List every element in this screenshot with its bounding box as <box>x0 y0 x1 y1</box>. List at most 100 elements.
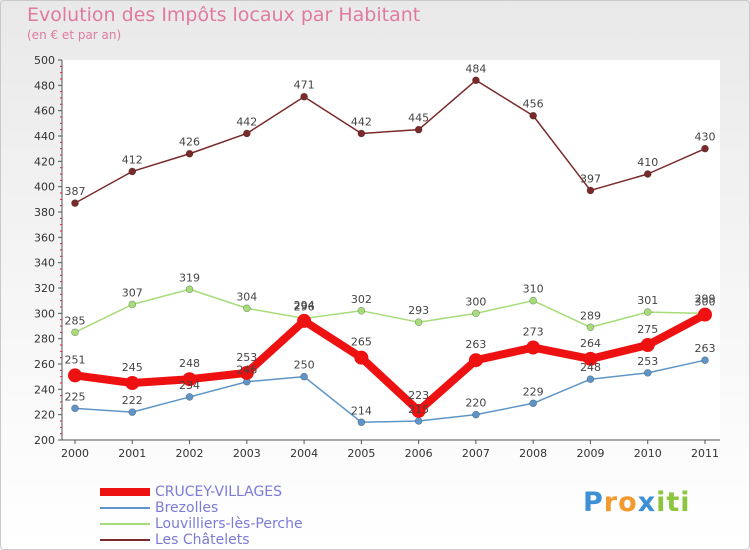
data-point-louvilliers-les-perche <box>128 300 137 309</box>
data-label-crucey-villages: 265 <box>351 336 372 349</box>
data-point-les-chatelets <box>701 144 709 153</box>
data-point-les-chatelets <box>71 199 79 207</box>
data-point-louvilliers-les-perche <box>243 304 251 313</box>
x-tick-label: 2004 <box>290 447 318 460</box>
data-point-louvilliers-les-perche <box>586 323 595 332</box>
x-tick-label: 2009 <box>576 447 604 460</box>
data-label-les-chatelets: 410 <box>637 156 658 169</box>
data-label-louvilliers-les-perche: 296 <box>294 300 315 313</box>
data-label-brezolles: 220 <box>465 397 486 410</box>
data-label-crucey-villages: 248 <box>179 357 200 370</box>
data-label-brezolles: 248 <box>580 361 601 374</box>
data-label-brezolles: 263 <box>695 342 716 355</box>
data-point-crucey-villages <box>182 372 197 387</box>
data-label-les-chatelets: 442 <box>351 115 372 128</box>
data-point-brezolles <box>185 393 194 401</box>
data-label-les-chatelets: 387 <box>65 185 86 198</box>
chart-series <box>68 76 712 427</box>
data-point-crucey-villages <box>297 313 312 328</box>
chart-title: Evolution des Impôts locaux par Habitant <box>27 4 421 26</box>
data-point-les-chatelets <box>357 129 366 138</box>
data-point-crucey-villages <box>125 376 140 390</box>
x-tick-label: 2003 <box>233 447 261 460</box>
data-point-les-chatelets <box>586 186 595 195</box>
x-tick-label: 2008 <box>519 447 547 460</box>
data-label-crucey-villages: 273 <box>523 326 544 339</box>
data-point-brezolles <box>357 418 366 427</box>
x-tick-label: 2001 <box>118 447 146 460</box>
y-tick-label: 360 <box>34 231 55 244</box>
data-point-brezolles <box>529 399 537 408</box>
series-line-louvilliers-les-perche <box>74 288 706 334</box>
brand-letter: x <box>637 487 657 518</box>
data-point-crucey-villages <box>68 368 82 383</box>
y-tick-label: 300 <box>34 307 55 320</box>
x-tick-label: 2006 <box>405 447 433 460</box>
data-point-brezolles <box>586 375 595 384</box>
y-tick-label: 480 <box>34 79 55 92</box>
data-label-louvilliers-les-perche: 301 <box>637 294 658 307</box>
x-tick-label: 2000 <box>61 447 89 460</box>
data-point-brezolles <box>300 372 308 381</box>
data-label-crucey-villages: 223 <box>408 389 429 402</box>
data-point-louvilliers-les-perche <box>357 306 366 315</box>
data-point-brezolles <box>414 417 423 425</box>
data-point-crucey-villages <box>698 307 712 322</box>
y-tick-label: 420 <box>34 155 55 168</box>
data-point-les-chatelets <box>243 129 251 138</box>
data-point-louvilliers-les-perche <box>414 318 423 327</box>
x-tick-label: 2002 <box>176 447 204 460</box>
y-tick-label: 340 <box>34 257 55 270</box>
data-label-les-chatelets: 456 <box>523 98 544 111</box>
data-label-les-chatelets: 397 <box>580 172 601 185</box>
data-label-brezolles: 214 <box>351 404 372 417</box>
brand-letter: P <box>583 487 604 518</box>
brand-letter: r <box>603 487 619 518</box>
data-label-louvilliers-les-perche: 319 <box>179 271 200 284</box>
x-tick-label: 2007 <box>462 447 490 460</box>
y-tick-label: 320 <box>34 282 55 295</box>
data-label-crucey-villages: 263 <box>465 338 486 351</box>
data-point-louvilliers-les-perche <box>71 328 79 337</box>
data-point-crucey-villages <box>468 353 483 368</box>
data-label-louvilliers-les-perche: 285 <box>65 314 86 327</box>
data-label-les-chatelets: 484 <box>465 62 486 75</box>
y-tick-label: 260 <box>34 358 55 371</box>
series-line-brezolles <box>74 359 706 424</box>
brand-letter: ti <box>666 487 691 518</box>
data-label-louvilliers-les-perche: 302 <box>351 293 372 306</box>
data-point-les-chatelets <box>472 76 480 85</box>
data-label-crucey-villages: 264 <box>580 337 601 350</box>
data-point-les-chatelets <box>128 167 137 176</box>
data-point-brezolles <box>128 408 137 416</box>
data-point-louvilliers-les-perche <box>185 285 194 294</box>
data-point-les-chatelets <box>529 111 537 120</box>
data-label-louvilliers-les-perche: 304 <box>236 290 257 303</box>
legend-swatch-crucey-villages <box>100 488 150 496</box>
legend-swatch-brezolles <box>100 507 150 509</box>
data-label-crucey-villages: 299 <box>695 293 716 306</box>
y-tick-label: 400 <box>34 181 55 194</box>
data-point-crucey-villages <box>583 351 598 366</box>
data-label-brezolles: 253 <box>637 355 658 368</box>
data-label-les-chatelets: 430 <box>695 131 716 144</box>
legend-label-les-chatelets: Les Châtelets <box>155 532 250 548</box>
data-label-louvilliers-les-perche: 293 <box>408 304 429 317</box>
data-label-crucey-villages: 245 <box>122 361 143 374</box>
data-point-les-chatelets <box>185 149 194 158</box>
data-label-louvilliers-les-perche: 307 <box>122 286 143 299</box>
data-label-crucey-villages: 275 <box>637 323 658 336</box>
x-tick-label: 2010 <box>634 447 662 460</box>
series-line-les-chatelets <box>74 79 706 204</box>
y-tick-label: 220 <box>34 409 55 422</box>
data-label-brezolles: 250 <box>294 359 315 372</box>
legend-label-brezolles: Brezolles <box>155 500 219 516</box>
data-point-crucey-villages <box>239 365 254 380</box>
x-tick-label: 2011 <box>691 447 719 460</box>
data-point-louvilliers-les-perche <box>643 308 652 316</box>
y-tick-label: 380 <box>34 206 55 219</box>
data-label-louvilliers-les-perche: 300 <box>695 295 716 308</box>
data-label-louvilliers-les-perche: 289 <box>580 309 601 322</box>
data-label-brezolles: 246 <box>236 364 257 377</box>
